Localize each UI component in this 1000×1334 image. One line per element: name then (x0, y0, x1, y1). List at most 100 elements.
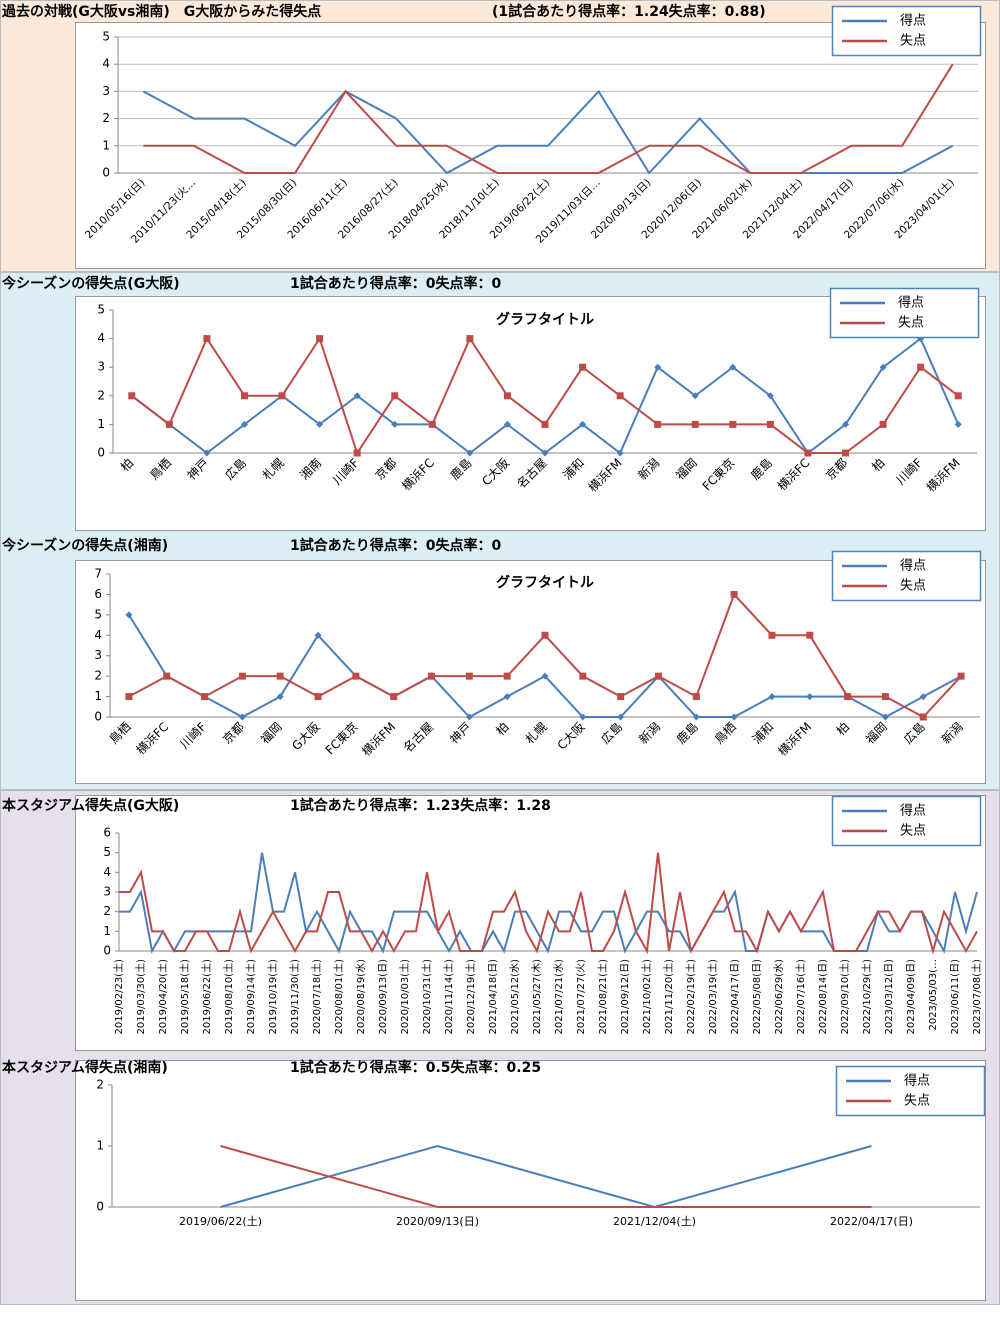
marker (692, 693, 700, 701)
marker (766, 392, 774, 400)
y-tick-label: 0 (102, 166, 110, 180)
marker (353, 449, 361, 457)
marker (617, 693, 625, 701)
marker (541, 672, 549, 680)
x-tick-label: 2023/03/12(日) (884, 959, 895, 1035)
marker (579, 420, 587, 428)
x-tick-label: 2020/08/19(水) (355, 959, 367, 1035)
y-tick-label: 1 (94, 689, 102, 703)
marker (691, 392, 699, 400)
marker (353, 392, 361, 400)
x-tick-label: 2022/09/10(土) (838, 959, 851, 1035)
y-tick-label: 2 (94, 669, 102, 683)
y-tick-label: 3 (94, 648, 102, 662)
legend-label: 得点 (900, 803, 926, 819)
x-tick-label: 2019/05/18(土) (178, 959, 191, 1035)
marker (844, 693, 852, 701)
y-tick-label: 2 (96, 1078, 104, 1092)
marker (954, 392, 962, 400)
y-tick-label: 1 (102, 138, 110, 152)
marker (804, 449, 812, 457)
marker (730, 590, 738, 598)
marker (842, 449, 850, 457)
marker (881, 693, 889, 701)
marker (503, 672, 511, 680)
marker (654, 363, 662, 371)
marker (466, 335, 474, 343)
marker (203, 449, 211, 457)
marker (957, 672, 965, 680)
y-tick-label: 2 (97, 388, 105, 402)
chart-area (75, 1060, 986, 1301)
marker (616, 449, 624, 457)
legend-box (831, 795, 982, 847)
x-tick-label: 2021/11/20(土) (662, 959, 675, 1035)
y-tick-label: 3 (103, 885, 111, 899)
marker (766, 420, 774, 428)
section-subtitle: 1試合あたり得点率：0失点率：0 (290, 275, 501, 292)
y-tick-label: 5 (94, 607, 102, 621)
legend-label: 得点 (898, 295, 924, 311)
marker (352, 672, 360, 680)
marker (579, 713, 587, 721)
plot-title: グラフタイトル (496, 574, 594, 591)
plot-title: グラフタイトル (496, 311, 594, 328)
marker (165, 420, 173, 428)
marker (541, 631, 549, 639)
legend-label: 失点 (898, 316, 924, 331)
y-tick-label: 5 (97, 303, 105, 317)
marker (238, 672, 246, 680)
section-title: 本スタジアム得失点(G大阪) (2, 797, 179, 814)
series-line (119, 852, 978, 955)
marker (919, 713, 927, 721)
y-tick-label: 3 (102, 84, 110, 98)
section-subtitle: 1試合あたり得点率：0失点率：0 (290, 537, 501, 554)
x-tick-label: 2022/06/29(水) (773, 959, 785, 1035)
marker (316, 420, 324, 428)
x-tick-label: 2021/07/27(火) (575, 959, 587, 1035)
marker (278, 392, 286, 400)
x-tick-label: 2020/10/03(土) (398, 959, 411, 1035)
x-tick-label: 2020/09/13(日) (396, 1215, 479, 1228)
marker (428, 672, 436, 680)
marker (692, 713, 700, 721)
y-tick-label: 2 (102, 111, 110, 125)
marker (240, 392, 248, 400)
marker (316, 335, 324, 343)
marker (729, 420, 737, 428)
marker (879, 363, 887, 371)
marker (465, 713, 473, 721)
legend-label: 失点 (900, 824, 926, 839)
marker (881, 713, 889, 721)
x-tick-label: 2023/04/09(日) (906, 959, 917, 1035)
marker (691, 420, 699, 428)
marker (276, 672, 284, 680)
x-tick-label: 2019/11/30(土) (288, 959, 301, 1035)
x-tick-label: 2021/04/18(日) (488, 959, 499, 1035)
marker (768, 631, 776, 639)
legend-box (831, 550, 982, 602)
section-subtitle: (1試合あたり得点率：1.24失点率：0.88) (492, 3, 766, 20)
x-tick-label: 2022/05/08(日) (752, 959, 763, 1035)
section-title: 過去の対戦(G大阪vs湘南) G大阪からみた得失点 (1, 3, 321, 20)
y-tick-label: 0 (97, 446, 105, 460)
series-line (142, 89, 954, 175)
legend-box (829, 287, 980, 339)
y-tick-label: 0 (96, 1200, 104, 1214)
marker (428, 420, 436, 428)
x-tick-label: 2021/08/21(土) (596, 959, 609, 1035)
marker (314, 631, 322, 639)
marker (768, 693, 776, 701)
marker (125, 693, 133, 701)
marker (503, 392, 511, 400)
legend-label: 失点 (904, 1094, 930, 1109)
x-tick-label: 2022/04/17(日) (730, 959, 741, 1035)
legend-label: 得点 (904, 1073, 930, 1089)
y-tick-label: 4 (94, 628, 102, 642)
x-tick-label: 2019/04/20(土) (156, 959, 169, 1035)
marker (616, 392, 624, 400)
x-tick-label: 2020/11/14(土) (442, 959, 455, 1035)
marker (391, 420, 399, 428)
marker (465, 672, 473, 680)
y-tick-label: 4 (97, 331, 105, 345)
